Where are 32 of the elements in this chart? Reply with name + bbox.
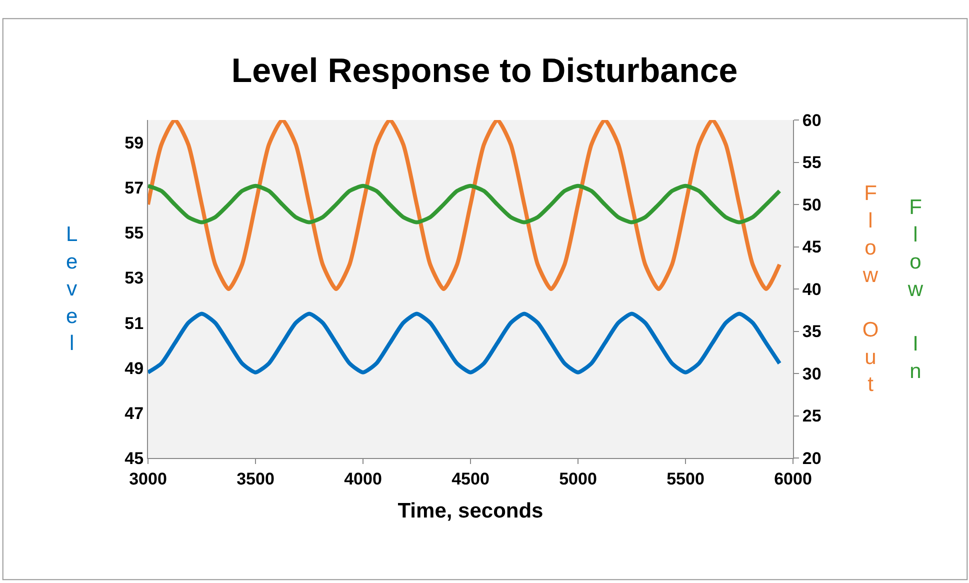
- y2-tick-label: 40: [802, 280, 822, 299]
- x-tick-label: 4000: [344, 469, 382, 488]
- y2-tick-label: 30: [802, 364, 822, 384]
- x-tick-label: 5000: [559, 469, 597, 488]
- x-axis-title: Time, seconds: [398, 500, 544, 523]
- y-tick-label: 59: [124, 133, 144, 152]
- y2-tick-label: 50: [802, 195, 822, 214]
- y2-tick-label: 55: [802, 153, 822, 172]
- y-tick-label: 57: [124, 178, 144, 198]
- y2-tick-label: 35: [802, 322, 822, 342]
- chart-title: Level Response to Disturbance: [231, 52, 738, 90]
- line-series: [148, 312, 782, 374]
- y2-tick-label: 60: [802, 110, 822, 130]
- y2-tick-label: 45: [802, 238, 822, 257]
- x-tick-label: 3500: [236, 469, 274, 488]
- y-tick-label: 53: [124, 268, 144, 288]
- line-series: [148, 120, 782, 291]
- text: Level: [66, 223, 78, 356]
- y-tick-label: 45: [124, 448, 144, 468]
- x-tick-label: 6000: [774, 469, 812, 488]
- y-tick-label: 51: [124, 314, 144, 333]
- text: Flow Out: [862, 182, 879, 396]
- y-tick-label: 47: [124, 404, 144, 423]
- y-tick-label: 55: [124, 224, 144, 243]
- x-tick-label: 5500: [666, 469, 704, 488]
- y-tick-label: 49: [124, 358, 144, 378]
- line-series: [148, 184, 782, 224]
- y2-tick-label: 25: [802, 406, 822, 426]
- y2-tick-label: 20: [802, 448, 822, 468]
- text: Flow In: [908, 196, 924, 383]
- x-tick-label: 4500: [452, 469, 490, 488]
- x-tick-label: 3000: [129, 469, 167, 488]
